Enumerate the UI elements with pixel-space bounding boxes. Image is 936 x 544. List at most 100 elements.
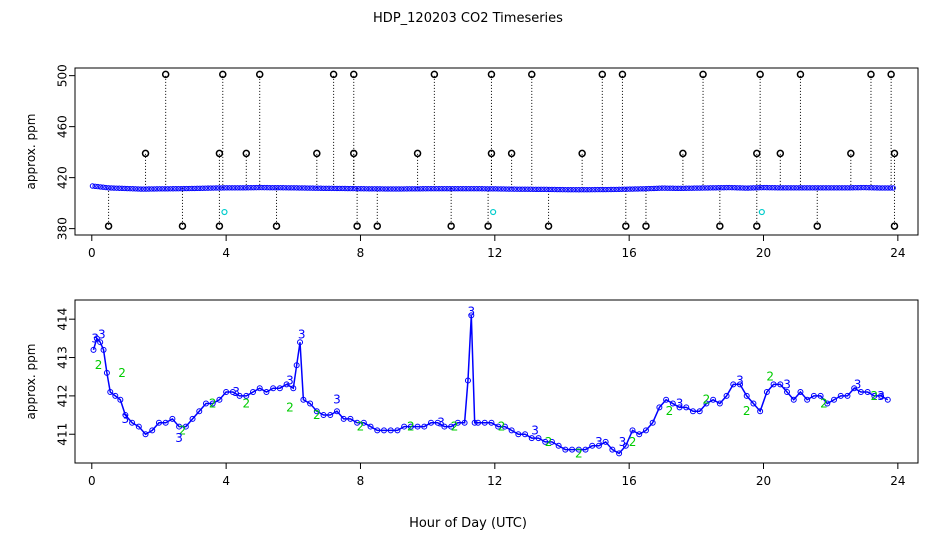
outlier-point	[104, 222, 113, 230]
data-point	[831, 185, 837, 191]
data-point	[678, 185, 684, 192]
x-tick-label: 4	[222, 474, 230, 488]
flag-2-label: 2	[498, 420, 506, 434]
data-point	[327, 412, 334, 419]
data-point	[196, 408, 203, 415]
data-point	[487, 186, 493, 192]
data-point	[476, 186, 483, 192]
data-point	[578, 187, 585, 193]
panel-bottom: 0 4 8 12 16 20 24 411 412 413 414 approx. ppm 2 2 2 2 2 2…	[24, 299, 919, 488]
data-point	[581, 187, 587, 193]
flag-2-label: 2	[666, 404, 674, 418]
data-point	[874, 185, 880, 191]
data-point	[694, 185, 700, 191]
data-point	[777, 381, 784, 388]
data-point	[675, 185, 681, 192]
data-point	[122, 185, 128, 192]
data-point	[156, 186, 163, 192]
data-point	[637, 186, 644, 192]
data-point	[799, 185, 805, 191]
x-tick-label: 0	[88, 246, 96, 260]
flag-2-label: 2	[95, 358, 103, 372]
data-point	[642, 427, 649, 434]
data-point	[495, 423, 502, 430]
data-point	[385, 186, 391, 192]
data-point	[667, 185, 673, 191]
data-point	[696, 185, 703, 191]
flag-2-label: 2	[313, 408, 321, 422]
flag-2-label: 2	[545, 435, 553, 449]
data-point	[407, 423, 414, 430]
data-point	[817, 392, 824, 399]
data-point	[860, 184, 867, 191]
data-point	[90, 346, 97, 353]
data-point	[500, 186, 507, 192]
data-point	[726, 184, 732, 191]
data-point	[396, 186, 402, 192]
data-point	[597, 186, 603, 193]
plot-frame	[74, 299, 919, 464]
data-point	[481, 419, 488, 426]
data-point	[535, 186, 542, 193]
data-point	[777, 185, 783, 191]
data-point	[454, 419, 461, 426]
data-point	[508, 186, 515, 192]
data-point	[272, 184, 278, 191]
flag-3-label: 3	[437, 416, 445, 430]
data-point	[334, 185, 340, 192]
x-tick-label: 12	[487, 246, 502, 260]
data-point	[515, 431, 522, 438]
data-point	[336, 185, 343, 192]
data-point	[616, 450, 623, 457]
data-point	[851, 385, 858, 392]
data-point	[135, 186, 141, 192]
data-point	[280, 185, 286, 191]
data-point	[731, 185, 738, 191]
data-point	[734, 185, 741, 191]
flag-3-label: 3	[595, 435, 603, 449]
data-point	[464, 377, 471, 384]
data-point	[183, 185, 190, 192]
data-point	[730, 381, 737, 388]
data-point	[622, 442, 629, 449]
flag-2-label: 2	[286, 400, 294, 414]
data-point	[659, 185, 665, 191]
data-point	[879, 185, 886, 191]
data-point	[609, 446, 616, 453]
flag-3-label: 3	[122, 412, 130, 426]
data-point	[328, 185, 335, 192]
data-point	[543, 186, 550, 193]
x-axis-label: Hour of Day (UTC)	[409, 516, 527, 531]
outlier-point	[255, 70, 264, 79]
data-point	[465, 186, 472, 192]
data-point	[191, 185, 198, 192]
data-point	[772, 185, 778, 191]
data-point	[312, 185, 319, 191]
flag-2-label: 2	[451, 420, 459, 434]
data-point	[420, 186, 426, 192]
data-point	[154, 186, 160, 192]
flag-3-label: 3	[333, 393, 341, 407]
flag-3-label: 3	[854, 377, 862, 391]
data-point	[100, 346, 107, 353]
outlier-point	[215, 222, 224, 230]
data-point	[823, 185, 829, 191]
data-point	[473, 186, 480, 192]
data-point	[162, 186, 168, 192]
data-point	[457, 186, 464, 192]
data-point	[363, 186, 370, 192]
data-point	[542, 438, 549, 445]
data-point	[522, 431, 529, 438]
data-point	[202, 400, 209, 407]
data-point	[791, 185, 797, 191]
data-point	[354, 419, 361, 426]
outlier-point	[272, 222, 281, 230]
data-point	[361, 186, 367, 192]
data-point	[602, 186, 609, 193]
data-point	[680, 185, 687, 191]
data-point	[207, 185, 214, 191]
flag-3-label: 3	[298, 328, 306, 342]
outlier-point	[487, 70, 496, 79]
data-point	[559, 186, 566, 193]
data-point	[632, 186, 638, 192]
